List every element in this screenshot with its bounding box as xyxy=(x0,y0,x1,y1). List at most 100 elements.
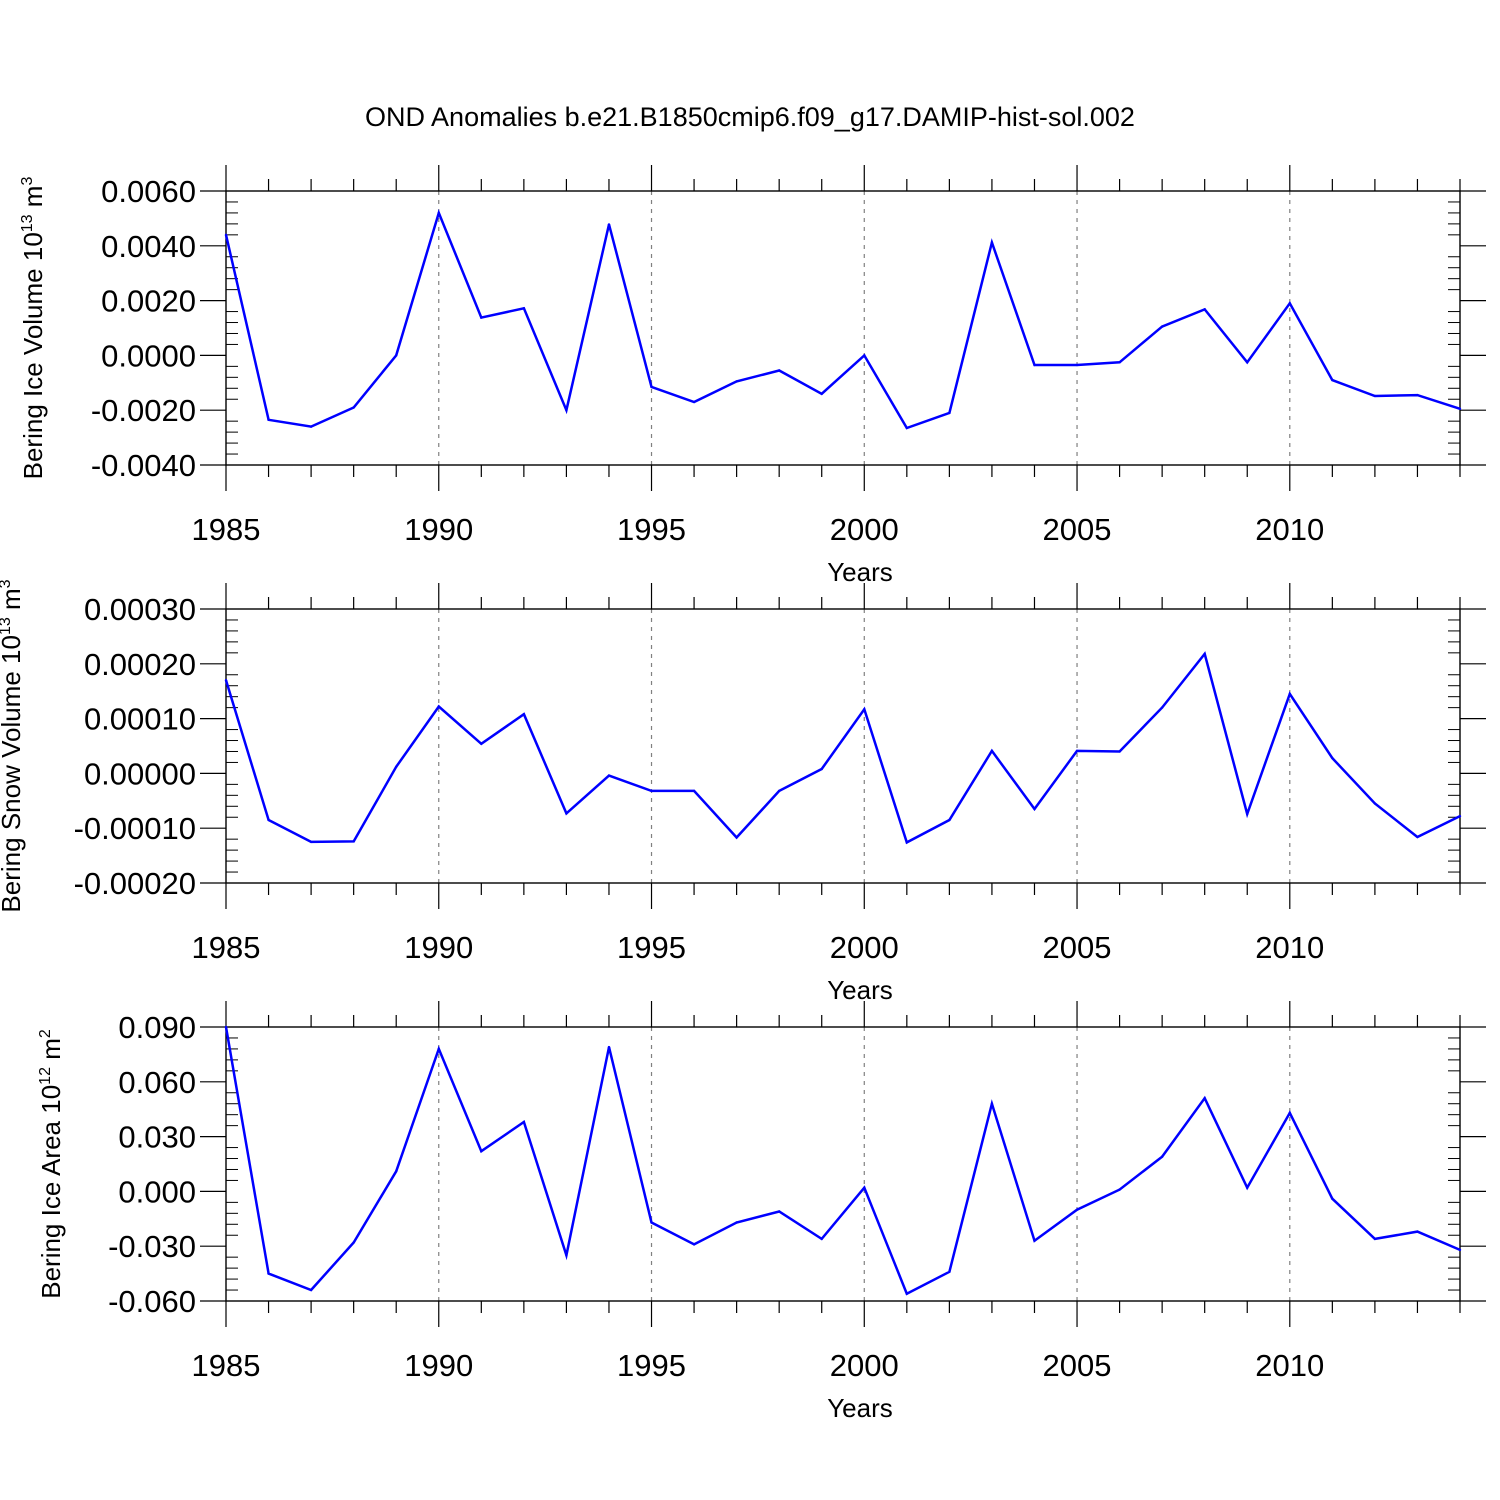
data-point xyxy=(395,354,398,357)
y-axis-label-name: Bering Ice Volume xyxy=(18,268,48,479)
data-point xyxy=(1416,393,1419,397)
y-tick-label: -0.030 xyxy=(108,1229,196,1264)
data-point xyxy=(905,426,909,430)
y-tick-label: -0.0040 xyxy=(91,448,196,483)
data-point xyxy=(437,211,440,215)
data-point xyxy=(224,233,228,237)
data-point xyxy=(905,841,909,844)
y-tick-label: 0.000 xyxy=(118,1174,196,1209)
data-point xyxy=(735,836,738,839)
data-point xyxy=(1416,1230,1419,1233)
chart-panel-2: -0.00020 -0.00010 0.00000 0.00010 0.00020 0.0… xyxy=(0,579,1486,1005)
data-point xyxy=(1458,407,1462,411)
data-point xyxy=(1246,361,1249,364)
data-point xyxy=(437,705,440,708)
data-point xyxy=(1246,1186,1249,1189)
y-tick-label: 0.00010 xyxy=(84,702,196,737)
data-point xyxy=(948,411,951,415)
y-axis-label-space xyxy=(0,664,26,671)
data-point xyxy=(777,789,781,793)
data-point xyxy=(863,354,866,357)
data-point xyxy=(692,400,696,404)
y-tick-label: 0.090 xyxy=(118,1010,196,1045)
plot-frame xyxy=(225,608,1461,884)
x-tick-label: 1995 xyxy=(617,930,686,965)
data-point xyxy=(1160,1155,1164,1158)
data-point xyxy=(905,1292,909,1295)
data-point xyxy=(1033,363,1036,367)
x-tick-label: 1995 xyxy=(617,1348,686,1383)
data-point xyxy=(224,1025,228,1029)
x-tick-label: 2010 xyxy=(1255,512,1324,547)
data-point xyxy=(863,708,866,711)
data-point xyxy=(309,840,313,844)
data-point xyxy=(395,765,398,769)
data-point xyxy=(1331,1197,1334,1200)
data-point xyxy=(1373,394,1377,398)
x-tick-label: 2005 xyxy=(1043,930,1112,965)
y-axis-unit-tail-exp: 3 xyxy=(0,579,14,588)
data-point xyxy=(1203,1097,1206,1100)
data-point xyxy=(565,1254,568,1257)
data-point xyxy=(1288,302,1291,305)
data-point xyxy=(352,1241,355,1244)
x-tick-label: 1995 xyxy=(617,512,686,547)
data-point xyxy=(1331,378,1334,382)
data-point xyxy=(990,1102,994,1105)
data-point xyxy=(650,789,653,793)
x-tick-label: 1985 xyxy=(192,512,261,547)
data-point xyxy=(1118,750,1121,753)
x-tick-label: 2010 xyxy=(1255,1348,1324,1383)
data-point xyxy=(437,1047,440,1051)
data-point xyxy=(735,1221,738,1224)
data-point xyxy=(820,392,823,395)
y-tick-label: 0.0020 xyxy=(101,284,196,319)
data-point xyxy=(607,774,611,777)
x-tick-label: 1985 xyxy=(192,930,261,965)
y-tick-label: 0.0060 xyxy=(101,174,196,209)
y-tick-label: 0.00020 xyxy=(84,647,196,682)
data-point xyxy=(650,385,653,389)
x-tick-label: 1990 xyxy=(404,930,473,965)
series-line xyxy=(224,651,1461,845)
y-axis-unit-exp: 12 xyxy=(37,1067,54,1085)
data-point xyxy=(480,316,483,319)
y-axis-unit-base: 10 xyxy=(36,1085,66,1114)
y-tick-label: -0.00010 xyxy=(74,811,196,846)
x-axis-label: Years xyxy=(827,1393,893,1423)
data-point xyxy=(267,818,270,822)
y-tick-label: 0.060 xyxy=(118,1065,196,1100)
y-axis-unit-exp: 13 xyxy=(19,214,36,232)
data-point xyxy=(1288,1111,1291,1115)
data-point xyxy=(309,425,313,428)
y-axis-label-space xyxy=(36,1114,66,1121)
data-point xyxy=(267,418,270,421)
y-tick-label: 0.0000 xyxy=(101,338,196,373)
data-point xyxy=(395,1170,398,1173)
data-point xyxy=(990,749,994,753)
data-point xyxy=(1288,692,1291,696)
data-point xyxy=(1203,308,1206,311)
data-point xyxy=(565,812,568,815)
y-axis-label: Bering Ice Volume 1013 m3 xyxy=(18,177,48,480)
x-tick-label: 2005 xyxy=(1043,1348,1112,1383)
y-tick-label: 0.0040 xyxy=(101,229,196,264)
x-axis-label: Years xyxy=(827,557,893,587)
data-point xyxy=(1160,706,1164,709)
chart-panel-3: -0.060 -0.030 0.000 0.030 0.060 0.090 1985 1990… xyxy=(36,1001,1486,1423)
data-point xyxy=(607,223,611,226)
data-point xyxy=(1373,802,1377,805)
y-axis-unit-base: 10 xyxy=(0,635,26,664)
data-point xyxy=(777,369,781,372)
data-point xyxy=(1331,756,1334,760)
figure-title: OND Anomalies b.e21.B1850cmip6.f09_g17.D… xyxy=(365,102,1135,132)
x-tick-label: 2000 xyxy=(830,512,899,547)
y-tick-label: -0.00020 xyxy=(74,866,196,901)
data-point xyxy=(1373,1237,1377,1241)
data-point xyxy=(480,742,483,746)
y-tick-label: 0.00030 xyxy=(84,592,196,627)
y-axis-unit-tail: m xyxy=(0,588,26,617)
y-tick-label: 0.030 xyxy=(118,1120,196,1155)
panels: -0.0040 -0.0020 0.0000 0.0020 0.0040 0.0060 19… xyxy=(0,165,1486,1423)
